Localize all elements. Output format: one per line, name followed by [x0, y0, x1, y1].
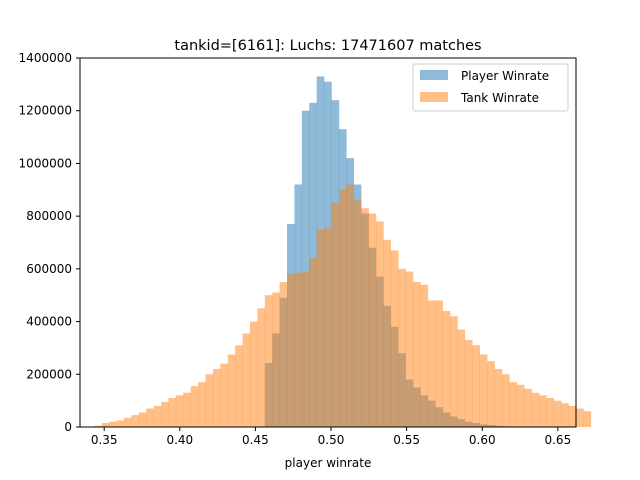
histogram-bar	[450, 316, 458, 427]
histogram-bar	[494, 369, 503, 427]
legend-swatch-tank-winrate	[420, 92, 448, 102]
histogram-bar	[353, 200, 362, 427]
chart-title: tankid=[6161]: Luchs: 17471607 matches	[174, 38, 481, 54]
y-tick-label: 1200000	[19, 104, 72, 118]
histogram-bar	[561, 403, 569, 427]
y-tick-label: 600000	[26, 262, 72, 276]
x-tick-label: 0.50	[318, 433, 345, 447]
histogram-bar	[331, 202, 340, 427]
histogram-bar	[235, 345, 243, 427]
histogram-bar	[131, 415, 140, 427]
histogram-bar	[94, 425, 103, 427]
y-tick-label: 1000000	[19, 156, 72, 170]
y-tick-label: 400000	[26, 315, 72, 329]
histogram-bar	[101, 423, 110, 427]
histogram-bar	[294, 272, 303, 427]
histogram-bar	[338, 189, 347, 427]
histogram-bar	[168, 398, 177, 427]
histogram-bar	[427, 300, 436, 427]
histogram-bar	[287, 274, 295, 427]
x-axis-label: player winrate	[285, 456, 372, 470]
histogram-bar	[516, 384, 525, 427]
histogram-bar	[279, 282, 288, 427]
x-tick-label: 0.45	[242, 433, 269, 447]
histogram-bar	[375, 221, 384, 427]
histogram-bar	[183, 392, 191, 427]
histogram-bar	[146, 408, 154, 427]
plot-area-border	[79, 57, 577, 428]
x-tick-label: 0.60	[469, 433, 496, 447]
histogram-bar	[124, 417, 132, 427]
histogram-bar	[175, 395, 184, 427]
legend-box	[412, 63, 569, 112]
x-tick-label: 0.55	[393, 433, 420, 447]
histogram-bar	[383, 239, 392, 427]
x-tick-label: 0.40	[166, 433, 193, 447]
histogram-bar	[576, 408, 584, 427]
histogram-bar	[220, 363, 229, 427]
histogram-bar	[272, 292, 280, 427]
histogram-bar	[198, 382, 206, 427]
histogram-bar	[538, 395, 547, 427]
histogram-bar	[568, 405, 577, 427]
x-tick-label: 0.35	[91, 433, 118, 447]
histogram-bar	[264, 295, 273, 427]
histogram-bar	[361, 208, 369, 427]
histogram-bar	[109, 421, 117, 427]
histogram-bar	[487, 361, 495, 427]
histogram-bar	[583, 411, 592, 427]
histogram-bar	[442, 311, 451, 427]
histogram-bar	[501, 374, 510, 427]
y-tick-label: 800000	[26, 209, 72, 223]
y-tick-label: 1400000	[19, 51, 72, 65]
histogram-bar	[398, 268, 406, 427]
legend-label-tank-winrate: Tank Winrate	[460, 91, 539, 105]
histogram-bar	[435, 300, 443, 427]
histogram-bar	[309, 258, 317, 427]
histogram-bar	[457, 329, 466, 427]
histogram-bar	[464, 340, 473, 427]
histogram-bar	[531, 392, 540, 427]
histogram-bar	[324, 228, 332, 427]
tank-winrate-bars	[94, 184, 592, 427]
y-tick-label: 200000	[26, 367, 72, 381]
histogram-bar	[368, 213, 377, 427]
axes-frame	[79, 57, 577, 428]
histogram-bar	[546, 398, 555, 427]
histogram-bar	[257, 308, 266, 427]
histogram-bar	[346, 184, 355, 427]
legend-label-player-winrate: Player Winrate	[461, 69, 549, 83]
histogram-bar	[242, 333, 251, 427]
histogram-bar	[212, 369, 221, 427]
histogram-bar	[161, 401, 169, 427]
histogram-bar	[509, 382, 518, 427]
y-tick-label: 0	[64, 420, 72, 434]
legend: Player Winrate Tank Winrate	[412, 63, 569, 112]
histogram-bar	[420, 284, 429, 427]
histogram-bar	[249, 321, 258, 427]
histogram-bar	[138, 412, 147, 427]
histogram-bar	[316, 229, 325, 427]
histogram-bar	[227, 354, 236, 427]
y-axis-ticks: 0 200000 400000 600000 800000 1000000 1200000 1…	[19, 51, 80, 434]
x-axis-ticks: 0.35 0.40 0.45 0.50 0.55 0.60 0.65	[91, 427, 571, 447]
histogram-bar	[301, 271, 310, 427]
histogram-bar	[553, 400, 562, 427]
histogram-bar	[153, 405, 162, 427]
histogram-bar	[472, 345, 480, 427]
histogram-bar	[524, 388, 532, 427]
x-tick-label: 0.65	[544, 433, 571, 447]
histogram-bar	[116, 420, 125, 427]
histogram-bar	[405, 271, 414, 427]
legend-swatch-player-winrate	[420, 70, 448, 80]
histogram-bar	[479, 354, 488, 427]
histogram-bar	[412, 282, 421, 427]
histogram-bar	[301, 110, 310, 427]
histogram-bar	[390, 250, 399, 427]
histogram-bar	[190, 386, 199, 427]
histogram-bar	[205, 374, 214, 427]
